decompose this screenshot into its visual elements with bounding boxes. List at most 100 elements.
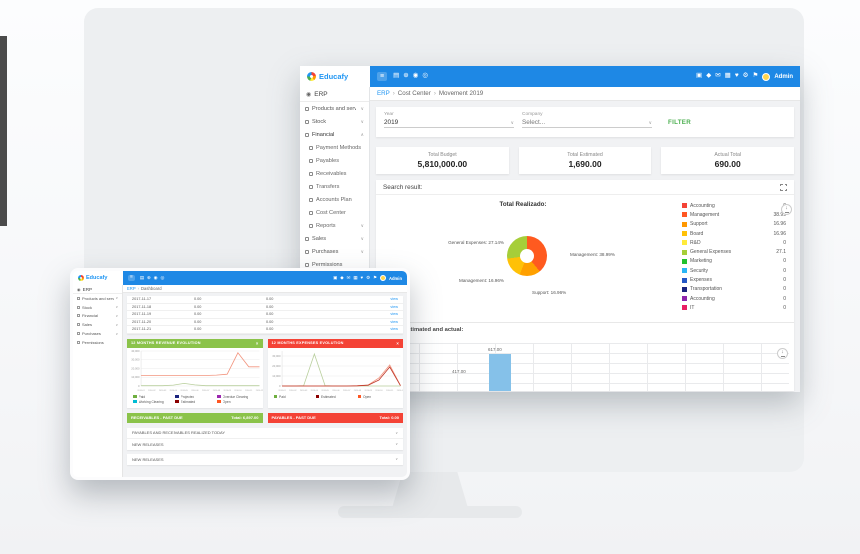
sidebar-item-transfers[interactable]: Transfers [300, 180, 369, 193]
like-icon[interactable]: ♥ [360, 274, 364, 280]
sidebar-item-products-and-services[interactable]: Products and services∨ [300, 102, 369, 115]
donut-legend: Accounting0Management38.99Support16.96Bo… [682, 201, 786, 313]
breadcrumb-root[interactable]: ERP [127, 286, 136, 291]
sidebar-item-label: Sales [312, 235, 326, 242]
bell-icon[interactable]: ◆ [706, 72, 712, 80]
sidebar-item-stock[interactable]: Stock ∨ [73, 303, 122, 312]
accordion-new-releases[interactable]: NEW RELEASES ∨ [127, 454, 403, 465]
journal-icon[interactable]: ▤ [393, 72, 400, 80]
collapse-icon[interactable]: × [255, 340, 259, 346]
sidebar-item-financial[interactable]: Financial ∧ [300, 128, 369, 141]
sidebar-item-stock[interactable]: Stock ∨ [300, 115, 369, 128]
gear-icon[interactable]: ⚙ [366, 274, 371, 280]
apps-icon[interactable]: ▣ [333, 274, 338, 280]
total-bar-payables-past-due[interactable]: PAYABLES - PAST DUE Total: 0.00 [267, 412, 403, 423]
like-icon[interactable]: ♥ [734, 72, 739, 80]
legend-label: Marketing [690, 258, 712, 265]
mail-icon[interactable]: ✉ [346, 274, 351, 280]
sidebar-item-permissions[interactable]: Permissions [300, 258, 369, 271]
row-view-link[interactable]: view [390, 297, 398, 302]
series-paid [141, 382, 260, 386]
sidebar-item-products-and-services[interactable]: Products and services∨ [73, 294, 122, 303]
brand[interactable]: Educafy [73, 271, 123, 285]
sidebar-item-receivables[interactable]: Receivables [300, 167, 369, 180]
record-icon[interactable]: ◎ [160, 274, 165, 280]
sidebar-item-sales[interactable]: Sales ∨ [73, 320, 122, 329]
row-view-link[interactable]: view [390, 327, 398, 332]
gear-icon[interactable]: ⚙ [742, 72, 749, 80]
total-label: PAYABLES - PAST DUE [271, 415, 316, 420]
total-budget-card: Total Budget 5,810,000.00 [376, 147, 509, 174]
sidebar-item-purchases[interactable]: Purchases ∨ [300, 245, 369, 258]
filter-button[interactable]: FILTER [668, 119, 691, 126]
target-icon[interactable]: ⊕ [146, 274, 151, 280]
chevron-icon: ∨ [115, 322, 118, 327]
breadcrumb-item: Dashboard [141, 286, 162, 291]
totals-row: RECEIVABLES - PAST DUE Total: 6,897.00 PAY… [127, 412, 403, 423]
admin-label[interactable]: Admin [774, 73, 793, 80]
flag-icon[interactable]: ⚑ [752, 72, 759, 80]
admin-label[interactable]: Admin [388, 275, 402, 281]
user-circle-icon[interactable]: ◉ [153, 274, 158, 280]
sidebar-item-purchases[interactable]: Purchases ∨ [73, 329, 122, 338]
chevron-icon: ∨ [360, 105, 364, 111]
avatar[interactable] [762, 72, 771, 81]
sidebar-item-permissions[interactable]: Permissions [73, 338, 122, 347]
row-view-link[interactable]: view [390, 312, 398, 317]
sidebar-erp-header[interactable]: ◉ ERP [73, 285, 122, 294]
sidebar-item-payment-methods[interactable]: Payment Methods [300, 141, 369, 154]
sidebar-erp-header[interactable]: ◉ ERP [300, 87, 369, 102]
sidebar-item-financial[interactable]: Financial ∨ [73, 312, 122, 321]
sidebar-item-cost-center[interactable]: Cost Center [300, 206, 369, 219]
avatar[interactable] [379, 275, 386, 281]
download-chart-button[interactable]: ↓ [777, 348, 788, 359]
cell-date: 2017-11-19 [132, 312, 152, 317]
total-bar-receivables-past-due[interactable]: RECEIVABLES - PAST DUE Total: 6,897.00 [127, 412, 263, 423]
small-header: Educafy ≡ ▤ ⊕ ◉ ◎ ▣ ◆ ✉ ▦ ♥ ⚙ ⚑ Admin [73, 271, 407, 285]
legend-item-board: Board 16.96 [682, 229, 786, 238]
calendar-icon[interactable]: ▦ [724, 72, 731, 80]
sidebar-item-label: Cost Center [316, 209, 346, 216]
user-circle-icon[interactable]: ◉ [412, 72, 419, 80]
flag-icon[interactable]: ⚑ [373, 274, 377, 280]
menu-collapse-icon[interactable]: ≡ [128, 274, 135, 282]
mail-icon[interactable]: ✉ [715, 72, 721, 80]
breadcrumb-root[interactable]: ERP [377, 90, 390, 97]
download-chart-button[interactable]: ↓ [781, 204, 792, 215]
apps-icon[interactable]: ▣ [696, 72, 703, 80]
accordion-new-releases[interactable]: NEW RELEASES ∨ [127, 439, 403, 450]
bar-actual[interactable] [489, 354, 511, 391]
card-value: 1,690.00 [568, 159, 602, 169]
sidebar-item-payables[interactable]: Payables [300, 154, 369, 167]
year-value: 2019 [384, 119, 399, 126]
fullscreen-icon[interactable] [780, 183, 789, 193]
sidebar-item-reports[interactable]: Reports ∨ [300, 219, 369, 232]
row-view-link[interactable]: view [390, 319, 398, 324]
year-select[interactable]: Year 2019 ∨ [384, 112, 514, 128]
calendar-icon[interactable]: ▦ [353, 274, 358, 280]
collapse-icon[interactable]: × [396, 340, 399, 346]
topbar-left-icons: ≡ ▤ ⊕ ◉ ◎ [128, 274, 165, 282]
stock-icon [77, 305, 80, 309]
menu-collapse-icon[interactable]: ≡ [377, 72, 388, 81]
bell-icon[interactable]: ◆ [340, 274, 344, 280]
svg-text:2016-06: 2016-06 [332, 390, 340, 392]
breadcrumb-item[interactable]: Cost Center [397, 90, 431, 97]
row-view-link[interactable]: view [390, 304, 398, 309]
sidebar-item-sales[interactable]: Sales ∨ [300, 232, 369, 245]
cell-actual: 0.00 [266, 297, 274, 302]
journal-icon[interactable]: ▤ [139, 274, 144, 280]
legend-item-marketing: Marketing 0 [682, 257, 786, 266]
company-select[interactable]: Company Select... ∨ [522, 112, 652, 128]
svg-text:2016-01: 2016-01 [137, 390, 145, 392]
chart-legend-item-overdue-clearing: Overdue Clearing [217, 395, 254, 399]
accordion-payables-and-receivables-realized-today[interactable]: PAYABLES AND RECEIVABLES REALIZED TODAY ∨ [127, 428, 403, 439]
total-realizado-donut-chart[interactable] [507, 236, 547, 276]
chevron-down-icon: ∨ [648, 119, 652, 125]
svg-text:2016-04: 2016-04 [170, 390, 178, 392]
sidebar-item-accounts-plan[interactable]: Accounts Plan [300, 193, 369, 206]
donut-callout: General Expenses: 27.14% [448, 240, 504, 245]
record-icon[interactable]: ◎ [422, 72, 429, 80]
target-icon[interactable]: ⊕ [403, 72, 409, 80]
brand[interactable]: Educafy [300, 66, 370, 87]
